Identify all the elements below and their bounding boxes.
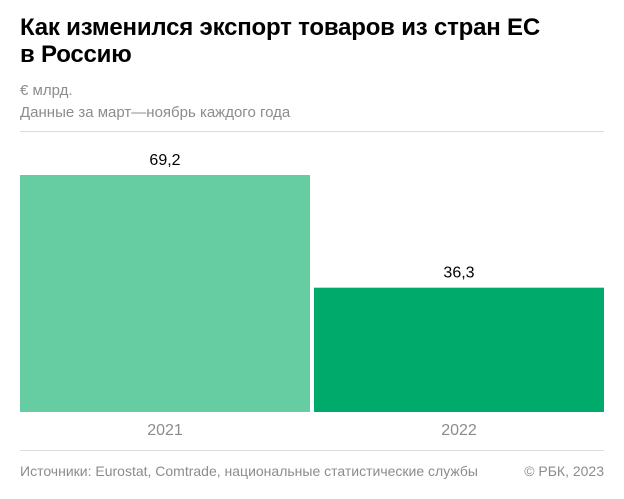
bar-2021 <box>20 175 310 412</box>
period-note: Данные за март—ноябрь каждого года <box>20 104 291 121</box>
value-label-2022: 36,3 <box>443 265 474 282</box>
bar-chart: 69,2 2021 36,3 2022 <box>20 152 604 439</box>
bottom-divider <box>20 450 604 451</box>
copyright: © РБК, 2023 <box>524 463 604 479</box>
chart-title: Как изменился экспорт товаров из стран Е… <box>20 14 610 68</box>
x-tick-label-2021: 2021 <box>147 422 183 439</box>
chart-title-line1: Как изменился экспорт товаров из стран Е… <box>20 14 540 41</box>
chart-title-line2: в Россию <box>20 41 132 68</box>
source-note: Источники: Eurostat, Comtrade, националь… <box>20 463 478 479</box>
x-tick-label-2022: 2022 <box>441 422 477 439</box>
value-label-2021: 69,2 <box>149 152 180 169</box>
unit-label: € млрд. <box>20 82 73 99</box>
bar-2022 <box>314 287 604 412</box>
top-divider <box>20 131 604 132</box>
